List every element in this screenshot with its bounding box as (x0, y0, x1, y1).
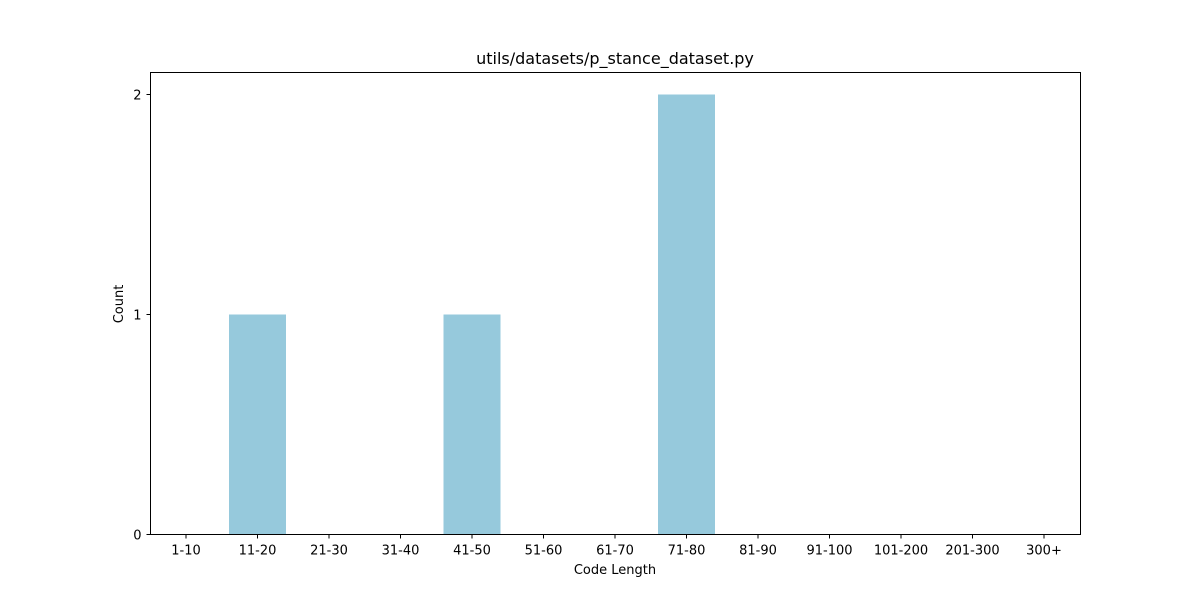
x-tick-label: 91-100 (806, 544, 852, 559)
x-tick-label: 21-30 (310, 544, 348, 559)
chart-title: utils/datasets/p_stance_dataset.py (476, 49, 754, 69)
x-tick-label: 81-90 (739, 544, 777, 559)
y-axis-label: Count (112, 285, 127, 324)
x-tick-label: 11-20 (239, 544, 277, 559)
x-tick-label: 201-300 (945, 544, 999, 559)
x-tick-label: 1-10 (171, 544, 201, 559)
x-tick-label: 31-40 (382, 544, 420, 559)
x-axis-label: Code Length (574, 563, 656, 578)
x-tick-label: 300+ (1026, 544, 1062, 559)
y-tick-label: 1 (133, 309, 141, 324)
x-axis-ticks: 1-10 11-20 21-30 31-40 41-50 51-60 61-70 71-80 8… (171, 534, 1062, 559)
bar-11-20 (229, 314, 286, 535)
x-tick-label: 71-80 (668, 544, 706, 559)
x-tick-label: 41-50 (453, 544, 491, 559)
y-tick-label: 2 (133, 89, 141, 104)
y-axis-ticks: 0 1 2 (133, 89, 151, 544)
x-tick-label: 51-60 (525, 544, 563, 559)
bar-71-80 (658, 94, 715, 535)
x-tick-label: 61-70 (596, 544, 634, 559)
x-tick-label: 101-200 (874, 544, 928, 559)
bar-41-50 (443, 314, 501, 535)
bars-layer (229, 94, 715, 535)
y-tick-label: 0 (133, 529, 141, 544)
